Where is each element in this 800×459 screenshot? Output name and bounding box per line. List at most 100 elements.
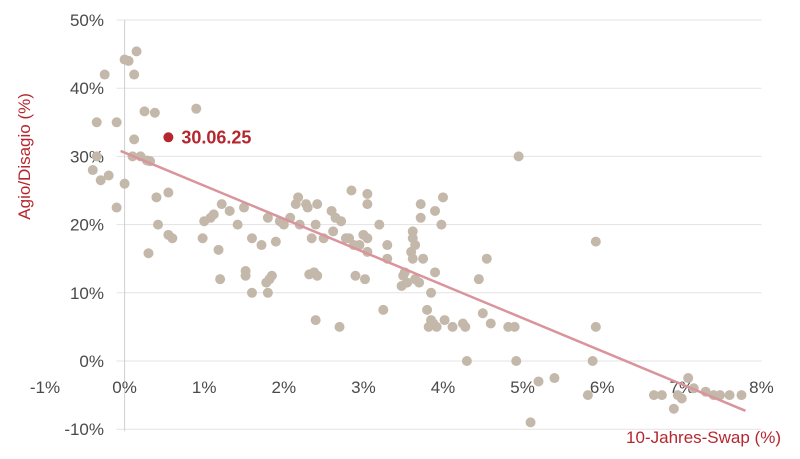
data-point [99,69,110,80]
data-point [362,188,373,199]
data-point [213,244,224,255]
y-tick-label: 50% [70,11,104,30]
data-point [414,277,425,288]
data-point [668,403,679,414]
data-point [485,318,496,329]
x-tick-label: -1% [30,378,60,397]
data-point [310,219,321,230]
data-point [131,46,142,57]
data-point [129,134,140,145]
data-point [143,248,154,259]
data-point [407,253,418,264]
data-point [590,236,601,247]
data-point [648,390,659,401]
data-points [87,46,747,428]
data-point [262,287,273,298]
y-tick-label: 0% [79,352,104,371]
data-point [262,212,273,223]
data-point [197,233,208,244]
data-point [111,202,122,213]
data-point [359,274,370,285]
x-tick-label: 0% [112,378,137,397]
data-point [511,356,522,366]
data-point [151,192,162,203]
data-point [346,185,357,196]
x-tick-label: 2% [272,378,297,397]
y-tick-label: 10% [70,284,104,303]
data-point [676,393,687,404]
x-tick-label: 5% [510,378,535,397]
data-point [111,117,122,128]
x-tick-label: 8% [749,378,774,397]
data-point [430,267,441,278]
data-point [87,165,98,176]
data-point [306,233,317,244]
data-point [415,212,426,223]
trend-line [120,149,746,412]
data-point [312,270,323,281]
data-point [736,390,747,401]
data-point [426,287,437,298]
data-point [461,356,472,366]
data-point [447,321,458,332]
data-point [167,233,178,244]
data-point [549,373,560,384]
data-point [724,390,735,401]
data-point [481,253,492,264]
data-point [270,236,281,247]
y-tick-label: 40% [70,79,104,98]
data-point [216,199,227,210]
data-point [509,321,520,332]
data-point [439,315,450,326]
data-point [418,253,429,264]
data-point [436,219,447,230]
data-point [232,219,243,230]
data-point [590,321,601,332]
data-point [362,233,373,244]
data-point [246,233,257,244]
data-point [266,270,277,281]
data-point [422,304,433,315]
data-point [656,390,667,401]
x-tick-labels: -1% 0% 1% 2% 3% 4% 5% 6% 7% 8% [30,378,774,397]
data-point [149,107,160,118]
data-point [477,308,488,319]
data-point [533,376,544,387]
data-point [430,205,441,216]
data-point [683,373,694,384]
data-point [191,103,202,114]
y-tick-label: -10% [64,420,104,439]
data-point [224,205,235,216]
highlight-point [163,132,174,143]
data-point [256,240,267,251]
x-axis-title: 10-Jahres-Swap (%) [626,428,781,447]
data-point [473,274,484,285]
y-tick-label: 20% [70,216,104,235]
data-point [378,304,389,315]
data-point [328,226,339,237]
data-point [715,390,726,401]
data-point [91,151,102,162]
data-point [103,170,114,181]
x-tick-label: 6% [590,378,615,397]
data-point [240,270,251,281]
data-point [95,175,106,186]
data-point [336,216,347,227]
data-point [354,240,365,251]
data-point [587,356,598,366]
data-point [374,219,385,230]
data-point [334,321,345,332]
data-point [431,321,442,332]
data-point [91,117,102,128]
data-point [312,199,323,210]
data-point [382,240,393,251]
data-point [350,270,361,281]
data-point [402,277,413,288]
data-point [153,219,164,230]
x-tick-label: 3% [351,378,376,397]
x-tick-label: 4% [431,378,456,397]
data-point [246,287,257,298]
data-point [410,240,421,251]
data-point [415,199,426,210]
